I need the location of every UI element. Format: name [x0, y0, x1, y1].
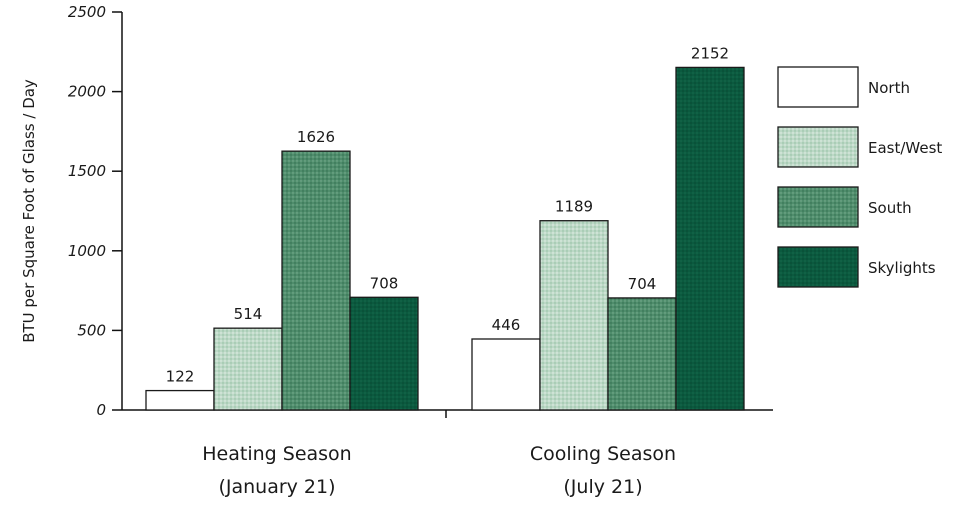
legend-label: Skylights: [868, 259, 936, 277]
category-label-line1: Heating Season: [202, 443, 351, 465]
bar-south-2: [607, 297, 677, 411]
bar-north-1: [145, 389, 215, 411]
legend-label: South: [868, 199, 912, 217]
y-tick-label: 2500: [68, 3, 106, 21]
bar-east-west-1: [213, 327, 283, 411]
y-axis-title: BTU per Square Foot of Glass / Day: [20, 79, 38, 343]
category-label-line2: (January 21): [218, 476, 335, 498]
data-label: 704: [628, 275, 657, 293]
data-label: 446: [492, 316, 521, 334]
data-label: 708: [370, 274, 399, 292]
category-label-line1: Cooling Season: [530, 443, 676, 465]
bar-skylights-1: [349, 296, 419, 411]
legend-swatch-north: [777, 66, 859, 108]
bar-south-1: [281, 150, 351, 411]
data-label: 2152: [691, 44, 729, 62]
y-tick-label: 2000: [68, 83, 106, 101]
data-label: 122: [166, 368, 195, 386]
bar-east-west-2: [539, 220, 609, 411]
legend-swatch-east-west: [777, 126, 859, 168]
legend-swatch-south: [777, 186, 859, 228]
bar-north-2: [471, 338, 541, 411]
legend-label: East/West: [868, 139, 942, 157]
y-tick-label: 1000: [68, 242, 106, 260]
y-tick-label: 500: [77, 321, 106, 339]
category-label-line2: (July 21): [563, 476, 642, 498]
data-label: 1626: [297, 128, 335, 146]
legend-swatch-skylights: [777, 246, 859, 288]
data-label: 514: [234, 305, 263, 323]
y-tick-label: 0: [96, 401, 106, 419]
bar-skylights-2: [675, 66, 745, 411]
legend-label: North: [868, 79, 910, 97]
y-tick-label: 1500: [68, 162, 106, 180]
data-label: 1189: [555, 198, 593, 216]
